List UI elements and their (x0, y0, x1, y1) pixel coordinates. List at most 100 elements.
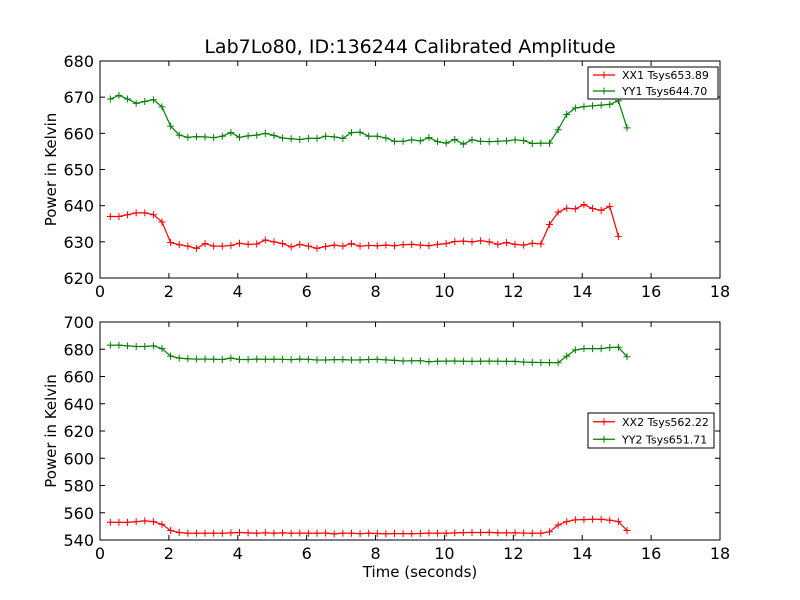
data-point (459, 529, 467, 537)
data-point (167, 526, 175, 534)
data-point (279, 355, 287, 363)
data-point (528, 358, 536, 366)
data-point (322, 243, 330, 251)
data-point (606, 343, 614, 351)
data-point (399, 530, 407, 538)
data-point (589, 102, 597, 110)
data-point (571, 346, 579, 354)
data-point (477, 357, 485, 365)
y-tick-label: 630 (63, 233, 94, 252)
data-point (210, 242, 218, 250)
data-point (425, 134, 433, 142)
data-point (434, 357, 442, 365)
data-point (192, 244, 200, 252)
upper-plot: 0 2 4 6 8 10 12 14 16 18 620 630 640 650 660 670 680 Powe… (42, 52, 730, 301)
chart-title: Lab7Lo80, ID:136244 Calibrated Amplitude (204, 36, 615, 58)
data-point (571, 205, 579, 213)
data-point (356, 356, 364, 364)
data-point (597, 101, 605, 109)
data-point (373, 242, 381, 250)
data-point (563, 518, 571, 526)
data-point (537, 529, 545, 537)
data-point (158, 520, 166, 528)
data-point (546, 359, 553, 367)
data-point (270, 132, 278, 140)
data-point (175, 241, 183, 249)
data-point (468, 529, 476, 537)
legend-marker (600, 87, 608, 95)
data-point (554, 208, 562, 216)
data-point (270, 529, 278, 537)
data-point (167, 122, 175, 130)
data-point (537, 139, 545, 147)
data-point (554, 359, 562, 367)
data-point (106, 341, 114, 349)
data-point (192, 133, 200, 141)
data-point (330, 241, 338, 249)
data-point (347, 529, 355, 537)
x-tick-label: 2 (164, 544, 174, 563)
data-point (571, 104, 579, 112)
data-point (149, 342, 157, 350)
data-point (132, 518, 140, 526)
data-point (244, 355, 252, 363)
data-point (597, 206, 605, 214)
data-point (201, 240, 209, 248)
data-point (149, 96, 157, 104)
data-point (304, 242, 312, 250)
data-point (606, 202, 614, 210)
data-point (167, 239, 175, 247)
data-point (520, 241, 528, 249)
data-point (416, 241, 424, 249)
data-point (468, 357, 476, 365)
y-tick-label: 640 (63, 395, 94, 414)
y-tick-label: 580 (63, 477, 94, 496)
data-point (537, 358, 545, 366)
y-tick-label: 620 (63, 422, 94, 441)
data-point (546, 220, 553, 228)
data-point (313, 356, 321, 364)
data-point (210, 529, 218, 537)
data-point (511, 136, 519, 144)
data-point (261, 236, 269, 244)
data-point (459, 357, 467, 365)
data-point (227, 241, 235, 249)
y-tick-label: 640 (63, 197, 94, 216)
data-point (227, 529, 235, 537)
data-point (494, 357, 502, 365)
data-point (511, 529, 519, 537)
data-point (589, 205, 597, 213)
data-point (434, 240, 442, 248)
lower-plot: 0 2 4 6 8 10 12 14 16 18 540 560 580 600 620 640 660 680 7… (42, 313, 730, 581)
data-point (365, 529, 373, 537)
data-point (184, 242, 192, 250)
data-point (236, 529, 243, 537)
data-point (132, 209, 140, 217)
data-point (451, 529, 459, 537)
legend-label: YY1 Tsys644.70 (621, 85, 707, 98)
data-point (261, 355, 269, 363)
x-tick-label: 18 (710, 544, 730, 563)
data-point (132, 343, 140, 351)
data-point (537, 240, 545, 248)
data-point (261, 129, 269, 137)
data-point (296, 135, 304, 143)
data-point (451, 357, 459, 365)
data-point (184, 133, 192, 141)
data-point (106, 518, 114, 526)
data-point (115, 91, 123, 99)
data-point (477, 529, 485, 537)
data-point (451, 135, 459, 143)
data-point (399, 137, 407, 145)
x-tick-label: 0 (95, 544, 105, 563)
x-tick-label: 16 (641, 282, 661, 301)
data-point (485, 357, 493, 365)
y-tick-label: 540 (63, 531, 94, 550)
data-point (416, 357, 424, 365)
axes-frame (99, 60, 721, 279)
data-point (563, 111, 571, 119)
x-tick-label: 4 (233, 282, 243, 301)
data-point (425, 242, 433, 250)
data-point (408, 357, 416, 365)
